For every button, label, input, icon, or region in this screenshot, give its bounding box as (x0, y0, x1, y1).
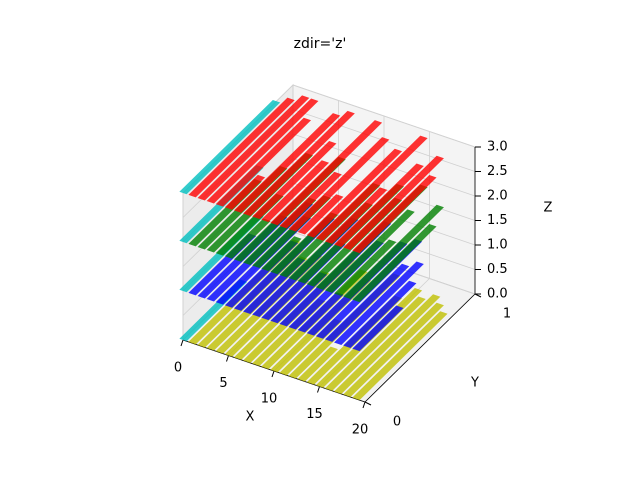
x-tick (271, 370, 275, 378)
bar (297, 194, 344, 235)
bar (224, 218, 271, 259)
bar (179, 99, 281, 195)
bar (197, 95, 310, 201)
z-tick-label: 0.5 (487, 262, 508, 277)
y-tick (364, 401, 372, 406)
bar (324, 187, 388, 244)
x-axis-label: X (246, 410, 255, 425)
z-tick-label: 1.0 (487, 238, 508, 253)
bar (334, 294, 441, 394)
bar (324, 209, 415, 293)
bar (252, 140, 337, 220)
bar (324, 296, 426, 391)
y-tick-label: 0 (393, 415, 401, 430)
z-tick-label: 1.5 (487, 213, 508, 228)
z-tick-label: 0.0 (487, 287, 508, 302)
bar (343, 204, 444, 300)
bar (261, 160, 330, 223)
bar (288, 137, 390, 232)
bar (315, 135, 428, 241)
bar (324, 263, 410, 342)
x-tick (317, 386, 320, 393)
bar (233, 113, 341, 213)
grid-line (292, 84, 476, 148)
bar (352, 175, 437, 254)
bar (243, 110, 355, 216)
y-axis-line (364, 293, 476, 403)
z-tick-label: 3.0 (487, 140, 508, 155)
chart-title: zdir='z' (294, 36, 347, 52)
x-tick-label: 20 (352, 423, 369, 438)
bar (352, 224, 437, 303)
bar (334, 261, 424, 345)
bar (352, 311, 448, 401)
bar (206, 98, 319, 204)
z-tick-label: 2.0 (487, 189, 508, 204)
bar (306, 148, 403, 238)
bar (215, 117, 312, 207)
bar (270, 120, 383, 226)
x-tick-label: 10 (261, 392, 278, 407)
bar (279, 171, 342, 229)
bar (343, 155, 444, 251)
y-axis-label: Y (470, 376, 479, 391)
bar (224, 174, 266, 210)
bar (261, 236, 302, 272)
bar (334, 163, 424, 247)
bar (297, 292, 344, 333)
z-tick-label: 2.5 (487, 164, 508, 179)
x-tick (362, 401, 366, 409)
bar (352, 305, 404, 352)
bar (343, 302, 444, 398)
bar (188, 97, 295, 198)
x-tick (226, 355, 229, 362)
y-tick-label: 1 (503, 307, 511, 322)
bar (297, 346, 338, 382)
bar (334, 239, 397, 296)
z-axis-label: Z (544, 201, 553, 216)
x-tick (180, 339, 184, 347)
x-tick-label: 0 (174, 361, 182, 376)
x-tick-label: 15 (306, 407, 323, 422)
x-tick-label: 5 (219, 376, 227, 391)
bar (343, 280, 417, 349)
